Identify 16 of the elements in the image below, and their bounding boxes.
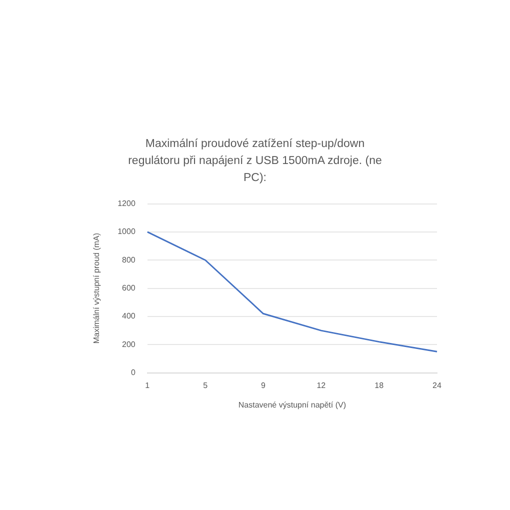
chart-title: Maximální proudové zatížení step-up/down regulátoru při napájení z USB 1500mA zdroje. (ne PC): [127, 137, 383, 186]
y-tick-label: 800 [122, 255, 136, 264]
x-tick-label: 1 [145, 380, 150, 390]
x-tick-label: 18 [374, 380, 384, 390]
x-tick-label: 5 [203, 380, 208, 390]
y-tick-label: 200 [122, 340, 136, 349]
x-tick-label: 12 [316, 380, 326, 390]
y-tick-label: 1200 [118, 199, 136, 208]
x-tick-label: 24 [432, 380, 442, 390]
x-tick-label: 9 [261, 380, 266, 390]
y-axis-title: Maximální výstupní proud (mA) [92, 232, 102, 344]
y-tick-label: 1000 [118, 227, 136, 236]
y-tick-label: 600 [122, 284, 136, 293]
x-axis-title: Nastavené výstupní napětí (V) [238, 400, 346, 410]
y-tick-label: 0 [130, 368, 136, 378]
y-tick-label: 400 [122, 312, 136, 321]
